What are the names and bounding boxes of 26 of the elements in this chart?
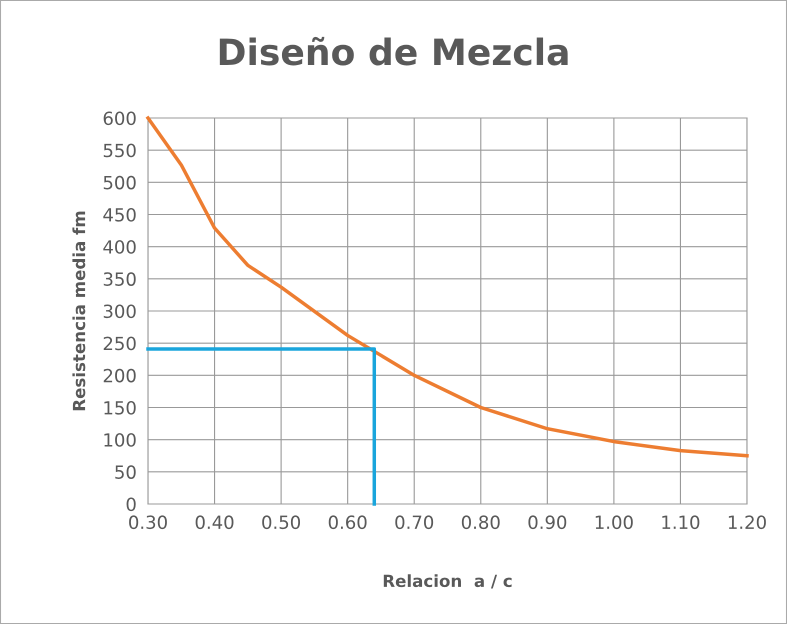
y-tick-label: 300 — [104, 304, 136, 318]
x-tick-label: 0.90 — [528, 515, 566, 530]
y-tick-label: 250 — [104, 336, 136, 350]
y-tick-label: 600 — [104, 111, 136, 126]
x-tick-label: 0.80 — [462, 515, 500, 530]
y-tick-label: 100 — [104, 433, 136, 447]
y-tick-label: 0 — [126, 497, 136, 512]
x-tick-label: 1.00 — [596, 515, 633, 530]
y-tick-label: 400 — [103, 240, 136, 254]
x-tick-label: 1.20 — [728, 515, 766, 530]
x-tick-label: 0.30 — [129, 515, 167, 530]
y-axis-title: Resistencia media fm — [72, 212, 86, 410]
y-tick-label: 350 — [104, 272, 136, 286]
y-tick-label: 450 — [103, 208, 136, 222]
x-tick-label: 0.60 — [328, 515, 367, 530]
chart-title: Diseño de Mezcla — [220, 36, 568, 66]
x-tick-label: 0.50 — [262, 515, 300, 530]
x-tick-label: 0.70 — [395, 515, 434, 530]
y-tick-label: 50 — [115, 465, 136, 479]
x-tick-label: 1.10 — [662, 515, 700, 530]
y-tick-label: 550 — [104, 144, 136, 158]
y-tick-label: 200 — [104, 368, 136, 382]
x-axis-title: Relacion a / c — [384, 574, 512, 588]
y-tick-label: 500 — [104, 176, 136, 190]
y-tick-label: 150 — [104, 400, 136, 415]
x-tick-label: 0.40 — [196, 515, 234, 530]
